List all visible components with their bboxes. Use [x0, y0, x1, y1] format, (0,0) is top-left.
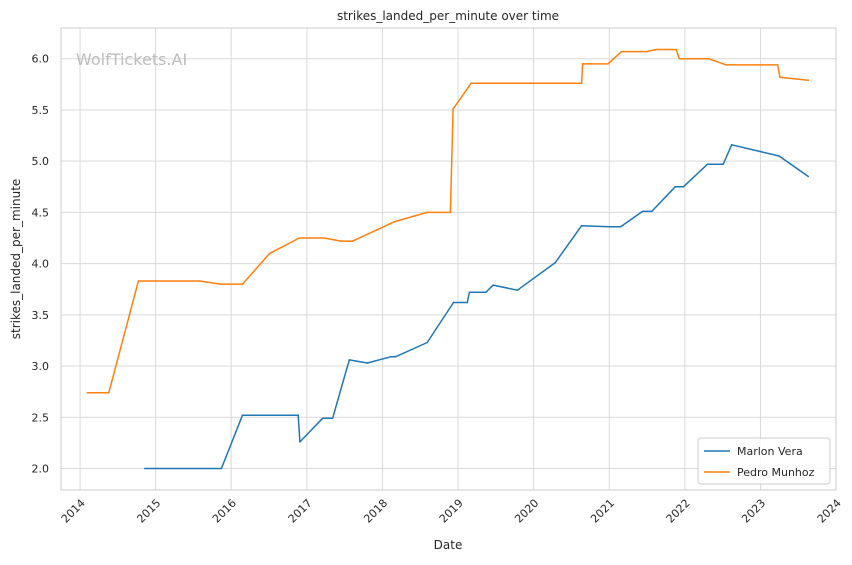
- y-tick-label: 4.0: [32, 258, 50, 271]
- data-point-pedro-munhoz: [393, 220, 396, 223]
- legend: Marlon Vera Pedro Munhoz: [697, 437, 831, 485]
- data-point-pedro-munhoz: [108, 391, 110, 394]
- y-tick-label: 2.0: [32, 462, 50, 475]
- y-tick-label: 2.5: [32, 411, 50, 424]
- data-point-marlon-vera: [389, 356, 392, 358]
- data-point-pedro-munhoz: [470, 82, 472, 85]
- data-point-marlon-vera: [299, 441, 301, 443]
- y-tick-label: 6.0: [32, 53, 50, 66]
- legend-box: [697, 437, 831, 485]
- data-point-marlon-vera: [778, 155, 780, 157]
- data-point-marlon-vera: [468, 291, 471, 294]
- chart-title: strikes_landed_per_minute over time: [337, 9, 559, 23]
- data-point-marlon-vera: [452, 301, 455, 304]
- y-tick-label: 5.5: [32, 104, 50, 117]
- data-point-marlon-vera: [485, 291, 487, 294]
- data-point-pedro-munhoz: [645, 50, 648, 53]
- series-lines: [86, 48, 810, 470]
- data-point-marlon-vera: [321, 417, 324, 420]
- data-point-marlon-vera: [426, 341, 429, 344]
- y-tick-label: 3.5: [32, 309, 50, 322]
- data-point-pedro-munhoz: [268, 252, 271, 255]
- data-point-pedro-munhoz: [655, 48, 657, 51]
- data-point-pedro-munhoz: [340, 240, 342, 242]
- data-point-marlon-vera: [641, 210, 644, 213]
- data-point-marlon-vera: [297, 414, 300, 417]
- data-point-marlon-vera: [348, 359, 351, 361]
- data-point-marlon-vera: [492, 284, 495, 286]
- data-point-pedro-munhoz: [580, 82, 583, 85]
- data-point-marlon-vera: [516, 289, 519, 292]
- y-axis-label: strikes_landed_per_minute: [9, 179, 23, 340]
- y-tick-label: 5.0: [32, 155, 50, 168]
- series-line-pedro-munhoz: [87, 48, 809, 394]
- data-point-marlon-vera: [619, 225, 622, 228]
- data-point-marlon-vera: [722, 163, 724, 165]
- data-point-pedro-munhoz: [620, 50, 623, 53]
- data-point-pedro-munhoz: [298, 237, 301, 239]
- data-point-pedro-munhoz: [219, 283, 222, 285]
- watermark: WolfTickets.AI: [76, 50, 187, 69]
- data-point-pedro-munhoz: [807, 79, 810, 81]
- data-point-marlon-vera: [366, 362, 369, 364]
- legend-label-pedro-munhoz: Pedro Munhoz: [737, 466, 815, 479]
- data-point-marlon-vera: [554, 261, 557, 264]
- data-point-marlon-vera: [651, 210, 653, 213]
- data-point-pedro-munhoz: [86, 391, 89, 394]
- data-point-marlon-vera: [730, 144, 733, 146]
- data-point-pedro-munhoz: [323, 237, 325, 239]
- legend-label-marlon-vera: Marlon Vera: [737, 445, 803, 458]
- data-point-pedro-munhoz: [351, 240, 354, 242]
- data-point-pedro-munhoz: [725, 64, 728, 66]
- data-point-pedro-munhoz: [449, 211, 452, 214]
- data-point-pedro-munhoz: [452, 108, 454, 110]
- data-point-marlon-vera: [580, 224, 583, 227]
- data-point-pedro-munhoz: [779, 76, 781, 78]
- x-axis-label: Date: [434, 538, 463, 552]
- y-tick-label: 4.5: [32, 206, 50, 219]
- data-point-marlon-vera: [706, 163, 709, 165]
- data-point-pedro-munhoz: [707, 57, 710, 60]
- data-point-marlon-vera: [674, 186, 676, 188]
- data-point-marlon-vera: [807, 175, 810, 178]
- data-point-pedro-munhoz: [137, 280, 140, 282]
- data-point-pedro-munhoz: [675, 48, 677, 51]
- data-point-pedro-munhoz: [376, 229, 378, 231]
- data-point-marlon-vera: [220, 467, 223, 470]
- data-point-pedro-munhoz: [581, 63, 584, 65]
- data-point-marlon-vera: [682, 186, 685, 188]
- data-point-pedro-munhoz: [241, 283, 244, 285]
- data-point-pedro-munhoz: [607, 63, 609, 65]
- data-point-marlon-vera: [241, 414, 244, 417]
- plot-frame: [60, 27, 837, 491]
- data-point-marlon-vera: [331, 417, 334, 420]
- data-point-marlon-vera: [144, 467, 146, 470]
- data-point-marlon-vera: [608, 225, 611, 228]
- data-point-marlon-vera: [466, 301, 469, 304]
- data-point-pedro-munhoz: [426, 211, 429, 214]
- y-tick-label: 3.0: [32, 360, 50, 373]
- data-point-pedro-munhoz: [678, 57, 681, 60]
- data-point-marlon-vera: [394, 356, 397, 358]
- data-point-pedro-munhoz: [776, 64, 779, 66]
- data-point-pedro-munhoz: [198, 280, 201, 282]
